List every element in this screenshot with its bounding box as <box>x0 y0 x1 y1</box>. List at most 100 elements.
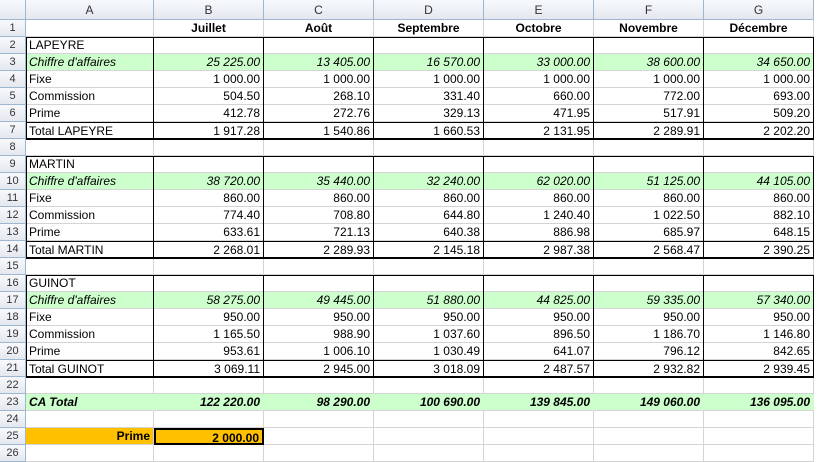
cell-d5[interactable]: 331.40 <box>374 88 484 105</box>
cell-f12[interactable]: 1 022.50 <box>594 207 704 224</box>
cell-a8[interactable] <box>26 139 154 156</box>
cell-g7[interactable]: 2 202.20 <box>704 122 814 139</box>
row-header-20[interactable]: 20 <box>0 343 26 360</box>
cell-d18[interactable]: 950.00 <box>374 309 484 326</box>
row-header-25[interactable]: 25 <box>0 428 26 445</box>
cell-b7[interactable]: 1 917.28 <box>154 122 264 139</box>
cell-d26[interactable] <box>374 445 484 462</box>
cell-c7[interactable]: 1 540.86 <box>264 122 374 139</box>
cell-a4[interactable]: Fixe <box>26 71 154 88</box>
cell-c21[interactable]: 2 945.00 <box>264 360 374 377</box>
cell-g11[interactable]: 860.00 <box>704 190 814 207</box>
cell-f10[interactable]: 51 125.00 <box>594 173 704 190</box>
cell-f22[interactable] <box>594 377 704 394</box>
cell-c22[interactable] <box>264 377 374 394</box>
cell-g4[interactable]: 1 000.00 <box>704 71 814 88</box>
cell-b22[interactable] <box>154 377 264 394</box>
cell-g25[interactable] <box>704 428 814 445</box>
cell-g2[interactable] <box>704 37 814 54</box>
month-header-cell[interactable]: Août <box>264 20 374 37</box>
cell-c26[interactable] <box>264 445 374 462</box>
cell-f4[interactable]: 1 000.00 <box>594 71 704 88</box>
month-header-cell[interactable]: Septembre <box>374 20 484 37</box>
cell-a7[interactable]: Total LAPEYRE <box>26 122 154 139</box>
row-header-8[interactable]: 8 <box>0 139 26 156</box>
cell-d20[interactable]: 1 030.49 <box>374 343 484 360</box>
month-header-cell[interactable] <box>26 20 154 37</box>
cell-a21[interactable]: Total GUINOT <box>26 360 154 377</box>
cell-c11[interactable]: 860.00 <box>264 190 374 207</box>
cell-f26[interactable] <box>594 445 704 462</box>
cell-c4[interactable]: 1 000.00 <box>264 71 374 88</box>
column-header-b[interactable]: B <box>154 0 264 20</box>
month-header-cell[interactable]: Décembre <box>704 20 814 37</box>
row-header-9[interactable]: 9 <box>0 156 26 173</box>
cell-e13[interactable]: 886.98 <box>484 224 594 241</box>
cell-f13[interactable]: 685.97 <box>594 224 704 241</box>
row-header-1[interactable]: 1 <box>0 20 26 37</box>
month-header-cell[interactable]: Juillet <box>154 20 264 37</box>
cell-g23[interactable]: 136 095.00 <box>704 394 814 411</box>
row-header-16[interactable]: 16 <box>0 275 26 292</box>
cell-a18[interactable]: Fixe <box>26 309 154 326</box>
row-header-24[interactable]: 24 <box>0 411 26 428</box>
cell-f21[interactable]: 2 932.82 <box>594 360 704 377</box>
cell-a10[interactable]: Chiffre d'affaires <box>26 173 154 190</box>
cell-d25[interactable] <box>374 428 484 445</box>
cell-f11[interactable]: 860.00 <box>594 190 704 207</box>
cell-a25[interactable]: Prime <box>26 428 154 445</box>
cell-g22[interactable] <box>704 377 814 394</box>
cell-a22[interactable] <box>26 377 154 394</box>
cell-a20[interactable]: Prime <box>26 343 154 360</box>
cell-e15[interactable] <box>484 258 594 275</box>
cell-e9[interactable] <box>484 156 594 173</box>
cell-g5[interactable]: 693.00 <box>704 88 814 105</box>
cell-g12[interactable]: 882.10 <box>704 207 814 224</box>
cell-b2[interactable] <box>154 37 264 54</box>
cell-c3[interactable]: 13 405.00 <box>264 54 374 71</box>
cell-e24[interactable] <box>484 411 594 428</box>
cell-b23[interactable]: 122 220.00 <box>154 394 264 411</box>
cell-g3[interactable]: 34 650.00 <box>704 54 814 71</box>
row-header-2[interactable]: 2 <box>0 37 26 54</box>
cell-c25[interactable] <box>264 428 374 445</box>
column-header-c[interactable]: C <box>264 0 374 20</box>
cell-d6[interactable]: 329.13 <box>374 105 484 122</box>
cell-c24[interactable] <box>264 411 374 428</box>
cell-g19[interactable]: 1 146.80 <box>704 326 814 343</box>
cell-f3[interactable]: 38 600.00 <box>594 54 704 71</box>
cell-f5[interactable]: 772.00 <box>594 88 704 105</box>
cell-f7[interactable]: 2 289.91 <box>594 122 704 139</box>
cell-b15[interactable] <box>154 258 264 275</box>
cell-a11[interactable]: Fixe <box>26 190 154 207</box>
cell-a3[interactable]: Chiffre d'affaires <box>26 54 154 71</box>
cell-f20[interactable]: 796.12 <box>594 343 704 360</box>
cell-b9[interactable] <box>154 156 264 173</box>
cell-f9[interactable] <box>594 156 704 173</box>
cell-d7[interactable]: 1 660.53 <box>374 122 484 139</box>
row-header-22[interactable]: 22 <box>0 377 26 394</box>
cell-f16[interactable] <box>594 275 704 292</box>
cell-a12[interactable]: Commission <box>26 207 154 224</box>
cell-e5[interactable]: 660.00 <box>484 88 594 105</box>
cell-e6[interactable]: 471.95 <box>484 105 594 122</box>
cell-d21[interactable]: 3 018.09 <box>374 360 484 377</box>
cell-f18[interactable]: 950.00 <box>594 309 704 326</box>
row-header-6[interactable]: 6 <box>0 105 26 122</box>
cell-c18[interactable]: 950.00 <box>264 309 374 326</box>
cell-g21[interactable]: 2 939.45 <box>704 360 814 377</box>
row-header-7[interactable]: 7 <box>0 122 26 139</box>
cell-a24[interactable] <box>26 411 154 428</box>
cell-e16[interactable] <box>484 275 594 292</box>
cell-b11[interactable]: 860.00 <box>154 190 264 207</box>
cell-d3[interactable]: 16 570.00 <box>374 54 484 71</box>
cell-c17[interactable]: 49 445.00 <box>264 292 374 309</box>
select-all-corner[interactable] <box>0 0 26 20</box>
cell-d24[interactable] <box>374 411 484 428</box>
cell-d22[interactable] <box>374 377 484 394</box>
cell-g10[interactable]: 44 105.00 <box>704 173 814 190</box>
cell-e11[interactable]: 860.00 <box>484 190 594 207</box>
cell-e7[interactable]: 2 131.95 <box>484 122 594 139</box>
cell-e2[interactable] <box>484 37 594 54</box>
